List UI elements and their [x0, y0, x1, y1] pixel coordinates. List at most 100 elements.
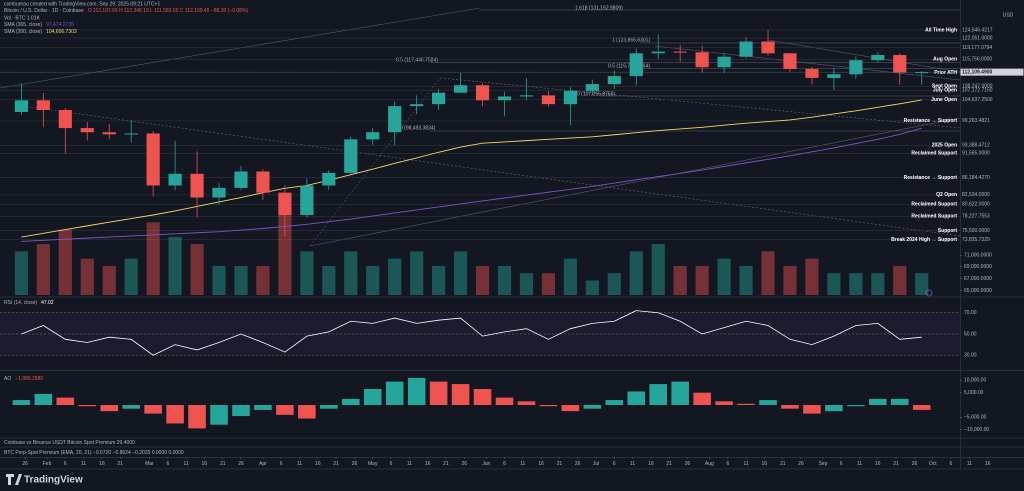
candle-body [717, 56, 731, 68]
x-tick-label: 26 [798, 461, 804, 467]
fib-label: 0 (98,493.3834) [400, 125, 436, 131]
sma-value: 104,606.7303 [46, 29, 77, 35]
x-tick-label: 11 [743, 461, 748, 467]
ao-bar [56, 397, 75, 405]
ao-bar [495, 397, 514, 405]
ao-bar [100, 405, 119, 412]
x-tick-label: Mar [145, 461, 154, 467]
last-price-tag [960, 68, 1024, 76]
ao-name: AO [4, 376, 11, 382]
ao-bar [781, 405, 799, 409]
ao-bar [276, 405, 294, 415]
x-tick-label: 11 [967, 461, 972, 467]
volume-bar [893, 265, 907, 295]
volume-bar [585, 280, 599, 295]
level-note: Sept Open [932, 84, 957, 90]
price-axis-label: 124,546.4217 [962, 27, 993, 33]
x-tick-label: 21 [893, 461, 899, 467]
candle-body [322, 172, 336, 186]
price-axis-label: 122,051.0000 [962, 35, 993, 41]
sma-line [21, 99, 922, 238]
level-note: 2025 Open [932, 143, 957, 149]
fib-label: 1 (123,865.8301) [612, 37, 650, 43]
rsi-value: 47.02 [41, 300, 54, 306]
trendline [0, 7, 481, 89]
candle-body [168, 173, 182, 186]
ao-tick-label: 5,000.00 [964, 390, 984, 396]
candle-body [871, 55, 885, 61]
candle-body [739, 41, 753, 57]
price-axis-label: 91,565.0000 [962, 151, 990, 157]
candle-body [234, 171, 248, 188]
volume-legend: Vol · BTC 1.01K [4, 15, 41, 21]
x-tick-label: Oct [929, 461, 937, 467]
x-tick-label: Apr [259, 461, 267, 467]
rsi-name: RSI (14, close) [4, 300, 37, 306]
ao-bar [385, 381, 404, 405]
price-axis-label: 75,500.0000 [962, 228, 990, 234]
x-tick-label: 21 [780, 461, 786, 467]
level-note: July Open [933, 88, 957, 94]
trendline [654, 45, 961, 81]
ao-bar [122, 405, 140, 409]
x-tick-label: 16 [985, 461, 991, 467]
y-tick-label: 69,000.0000 [964, 264, 992, 270]
sma-legend: SMA (200, close) 104,606.7303 [4, 29, 77, 35]
ao-bar [825, 405, 843, 412]
candle-body [695, 52, 709, 68]
ohlc: O 112,197.69 H 112,348.19 L 111,583.65 C… [88, 8, 249, 14]
volume-bar [58, 229, 72, 295]
ao-bar [210, 405, 228, 425]
x-tick-label: 6 [64, 461, 67, 467]
x-tick-label: 11 [297, 461, 302, 467]
x-tick-label: Jun [482, 461, 490, 467]
ao-bar [583, 405, 602, 409]
x-tick-label: 11 [183, 461, 188, 467]
replay-marker[interactable] [925, 289, 933, 297]
x-tick-label: 21 [443, 461, 449, 467]
candle-body [102, 132, 116, 135]
price-axis-label: 93,388.4712 [962, 143, 990, 149]
x-tick-label: 11 [407, 461, 412, 467]
candle-body [849, 60, 863, 75]
volume-bar [563, 258, 577, 295]
ao-bar [166, 405, 184, 424]
candle-body [519, 95, 534, 97]
brand-logo[interactable]: TradingView [6, 474, 83, 486]
indicator-legend: Coinbase vs Binance USDT Bitcoin Spot Pr… [4, 440, 135, 446]
y-tick-label: 65,000.0000 [964, 288, 992, 294]
candle-body [827, 74, 841, 78]
ao-tick-label: −10,000.00 [964, 427, 989, 433]
x-tick-label: 26 [352, 461, 358, 467]
brand-icon [6, 474, 22, 485]
volume-bar [497, 265, 512, 295]
ao-bar [298, 405, 316, 419]
candle-body [146, 133, 160, 186]
sma-legend: SMA (365, close) 97,474.2735 [4, 22, 74, 28]
volume-bar [915, 273, 929, 295]
x-tick-label: 21 [666, 461, 672, 467]
brand-name: TradingView [24, 475, 83, 486]
volume-bar [256, 265, 270, 295]
x-tick-label: 21 [333, 461, 339, 467]
ao-bar [869, 398, 887, 405]
volume-bar [695, 265, 709, 295]
trendline [14, 104, 961, 237]
ao-bar [715, 401, 733, 405]
volume-bar [190, 244, 204, 295]
ao-bar [473, 389, 492, 405]
ao-bar [429, 381, 448, 405]
x-tick-label: 26 [912, 461, 918, 467]
volume-bar [344, 251, 358, 295]
x-tick-label: 11 [630, 461, 635, 467]
price-axis-label: 82,534.0000 [962, 192, 990, 198]
fib-label: 0.5 (115,775.8064) [608, 63, 650, 69]
x-tick-label: 6 [390, 461, 393, 467]
currency: USD [1003, 12, 1014, 18]
level-note: Resistance → Support [904, 118, 958, 124]
volume-bar [410, 251, 424, 295]
volume-bar [212, 265, 226, 295]
candle-body [563, 90, 577, 105]
ao-bar [890, 398, 909, 405]
